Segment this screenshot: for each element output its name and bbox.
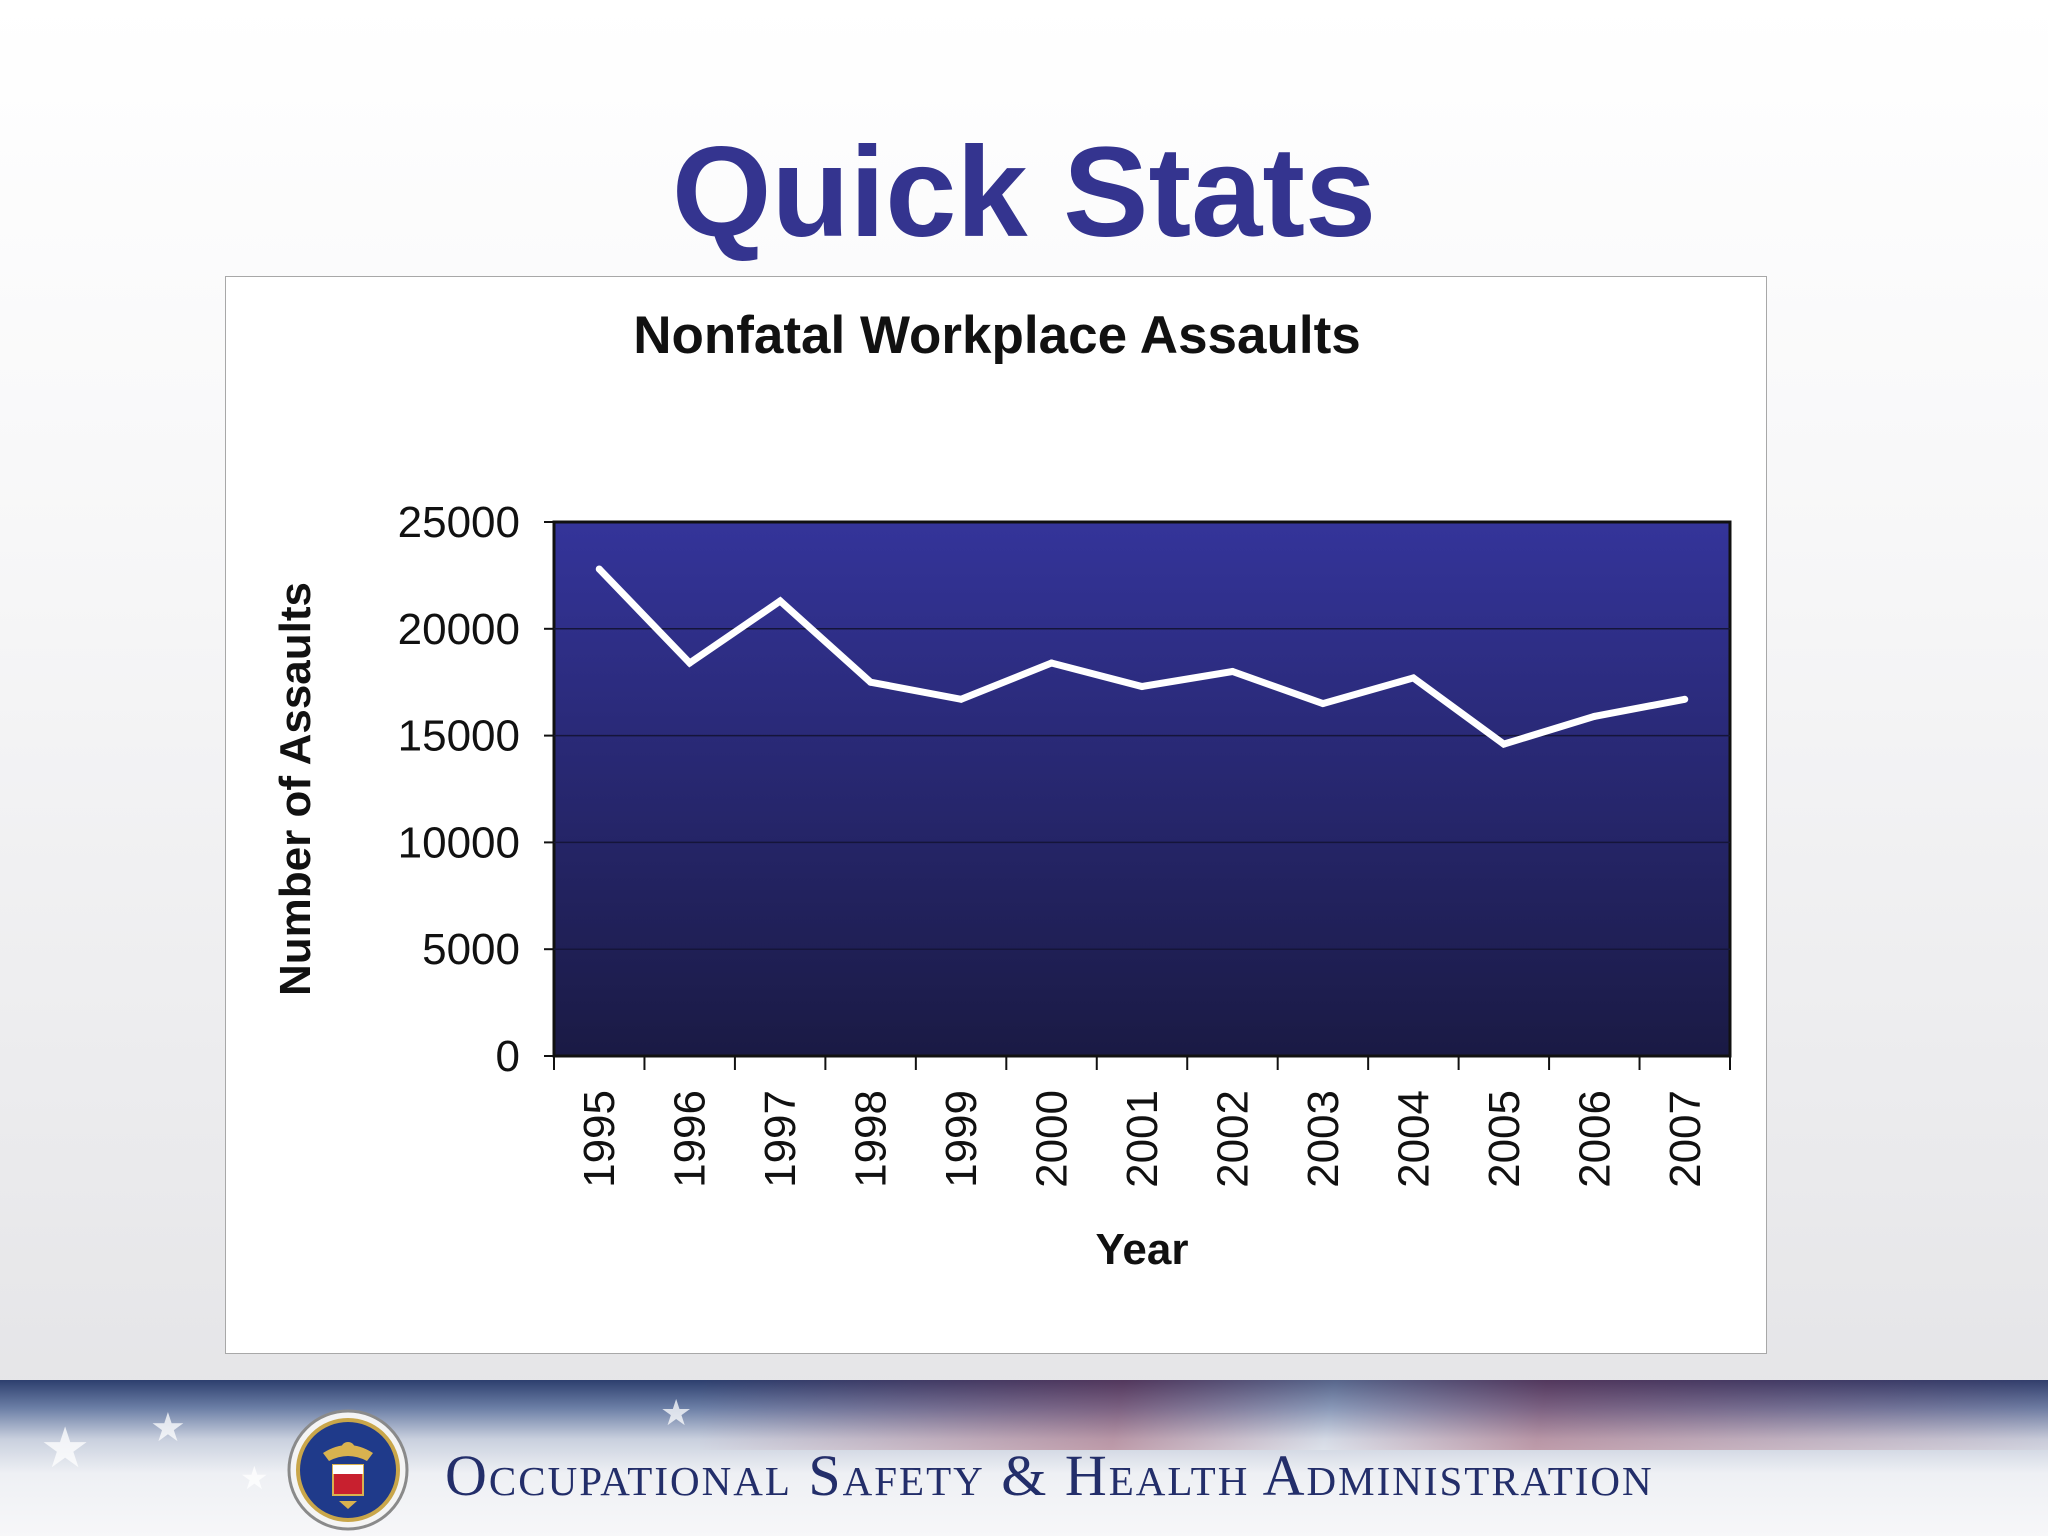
star-icon: ★ bbox=[660, 1392, 693, 1433]
x-tick-label: 2007 bbox=[1661, 1090, 1710, 1188]
x-tick-label: 2001 bbox=[1118, 1090, 1167, 1188]
y-tick-label: 5000 bbox=[422, 925, 520, 974]
x-tick-label: 1999 bbox=[937, 1090, 986, 1188]
x-axis-ticks: 1995 1996 1997 1998 1999 2000 2001 2002 2003 2004… bbox=[553, 1056, 1731, 1188]
y-tick-label: 20000 bbox=[398, 605, 520, 654]
data-point bbox=[686, 659, 694, 667]
x-tick-label: 2004 bbox=[1389, 1090, 1438, 1188]
data-point bbox=[1409, 674, 1417, 682]
data-point bbox=[1319, 700, 1327, 708]
line-chart: Nonfatal Workplace Assaults 0 5000 10000 15… bbox=[271, 306, 1732, 1274]
data-point bbox=[595, 565, 603, 573]
flag-stripes bbox=[700, 1380, 2048, 1450]
gridlines bbox=[554, 628, 1730, 950]
agency-name: Occupational Safety & Health Administrat… bbox=[445, 1443, 1654, 1508]
star-icon: ★ bbox=[240, 1460, 269, 1496]
data-point bbox=[1681, 695, 1689, 703]
data-point bbox=[957, 695, 965, 703]
x-tick-label: 1998 bbox=[847, 1090, 896, 1188]
x-tick-label: 2003 bbox=[1299, 1090, 1348, 1188]
x-tick-label: 2005 bbox=[1480, 1090, 1529, 1188]
x-tick-label: 1996 bbox=[666, 1090, 715, 1188]
y-axis-label: Number of Assaults bbox=[271, 582, 320, 996]
series-layer bbox=[595, 565, 1689, 748]
star-icon: ★ bbox=[150, 1406, 186, 1450]
data-point bbox=[1048, 659, 1056, 667]
x-tick-label: 2000 bbox=[1028, 1090, 1077, 1188]
slide-title: Quick Stats bbox=[671, 121, 1377, 264]
data-point bbox=[776, 597, 784, 605]
star-icon: ★ bbox=[40, 1416, 91, 1479]
x-tick-label: 1995 bbox=[575, 1090, 624, 1188]
plot-area bbox=[552, 520, 1732, 1058]
y-tick-label: 25000 bbox=[398, 498, 520, 547]
chart-frame: Nonfatal Workplace Assaults 0 5000 10000 15… bbox=[225, 276, 1767, 1354]
x-tick-label: 2006 bbox=[1570, 1090, 1619, 1188]
x-axis-label: Year bbox=[1096, 1225, 1189, 1274]
y-axis-ticks: 0 5000 10000 15000 20000 25000 bbox=[398, 498, 554, 1081]
y-tick-label: 15000 bbox=[398, 712, 520, 761]
data-point bbox=[1138, 682, 1146, 690]
chart-title: Nonfatal Workplace Assaults bbox=[633, 306, 1360, 365]
y-tick-label: 10000 bbox=[398, 818, 520, 867]
data-point bbox=[1500, 740, 1508, 748]
x-tick-label: 2002 bbox=[1208, 1090, 1257, 1188]
data-point bbox=[1228, 668, 1236, 676]
data-point bbox=[867, 678, 875, 686]
x-tick-label: 1997 bbox=[756, 1090, 805, 1188]
y-tick-label: 0 bbox=[496, 1032, 520, 1081]
data-point bbox=[1590, 712, 1598, 720]
department-seal-icon bbox=[287, 1409, 409, 1531]
